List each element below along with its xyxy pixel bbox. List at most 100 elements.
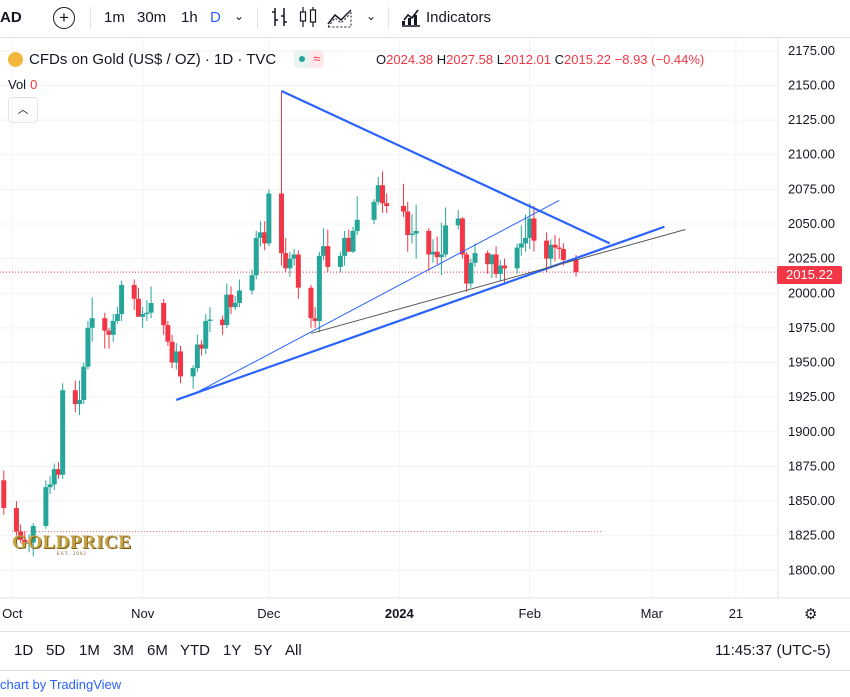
range-6m[interactable]: 6M [147,642,168,659]
candle-body [114,314,120,321]
candle-body [426,230,432,255]
high-key: H [436,52,447,67]
candle [131,279,137,310]
candle-body [321,246,327,256]
bar-chart-style-icon[interactable] [270,6,290,28]
candle-body [131,284,137,299]
interval-1m[interactable]: 1m [104,9,125,26]
time-tick-label: Dec [257,606,281,621]
compare-add-icon[interactable]: + [53,7,75,29]
goldprice-watermark: GOLDPRICE EST. 2002 [12,532,132,557]
range-5y[interactable]: 5Y [254,642,273,659]
price-tick-label: 2075.00 [788,181,835,196]
low-value: 2012.01 [504,52,551,67]
candle-body [459,218,465,255]
candle [47,476,53,495]
reference-lines [0,271,778,533]
candle [18,524,24,543]
change-value: −8.93 (−0.44%) [614,52,705,67]
market-status-pill[interactable]: ≈ [294,50,325,68]
candle [342,230,348,266]
candle [405,201,411,252]
candle-body [102,318,108,331]
candle-body [337,255,343,267]
candle [325,229,331,273]
candle [438,222,444,276]
candle-body [514,247,520,269]
attribution-link[interactable]: chart by TradingView [0,677,122,692]
price-axis: 1800.00 1825.00 1850.00 1875.00 1900.00 1925.… [777,37,850,598]
candle-body [144,312,150,315]
price-tick-label: 2150.00 [788,77,835,92]
candle-body [548,244,554,259]
candle-body [51,469,57,485]
candle [321,228,327,261]
candle [430,239,436,263]
chevron-down-icon[interactable]: ⌄ [234,9,245,23]
candle-body [249,275,255,291]
gear-icon[interactable]: ⚙ [804,606,818,623]
interval-1h[interactable]: 1h [181,9,198,26]
collapse-legend-button[interactable]: ︿ [8,97,38,123]
candle [102,312,108,349]
price-tick-label: 2100.00 [788,147,835,162]
candle-body [544,240,550,259]
candle-chart-style-icon[interactable] [298,6,318,28]
range-1y[interactable]: 1Y [223,642,242,659]
candle-body [119,284,125,315]
range-1d[interactable]: 1D [14,642,34,659]
range-5d[interactable]: 5D [46,642,66,659]
trendline [192,200,560,395]
candle-body [77,399,83,405]
current-price-label: 2015.22 [777,266,842,284]
candle [350,226,356,254]
range-all[interactable]: All [285,642,302,659]
candle [312,307,318,328]
area-chart-style-icon[interactable] [326,6,354,28]
candle-body [438,254,444,258]
candle [203,314,209,355]
candle-body [203,320,209,349]
price-tick-label: 2000.00 [788,285,835,300]
candle [283,237,289,273]
candle-body [262,232,268,244]
chevron-down-icon[interactable]: ⌄ [366,9,377,23]
time-tick-label: 2024 [385,606,415,621]
candle [287,251,293,277]
candle [13,501,19,536]
market-open-icon [294,50,310,68]
indicators-button[interactable]: Indicators [426,9,492,26]
range-ytd[interactable]: YTD [180,642,210,659]
chevron-up-icon: ︿ [17,104,29,116]
symbol-name[interactable]: AD [0,9,22,26]
candle [190,365,196,389]
chart-title[interactable]: CFDs on Gold (US$ / OZ) · 1D · TVC [29,50,277,68]
watermark-name: GOLDPRICE [12,532,132,553]
candle-body [278,193,284,254]
interval-d[interactable]: D [210,9,221,26]
candle-body [325,246,331,267]
candle [207,307,213,333]
toolbar-divider [388,7,389,29]
time-tick-label: Feb [519,606,541,621]
indicators-icon[interactable] [400,6,422,28]
trendlines [175,90,686,401]
price-tick-label: 1950.00 [788,355,835,370]
timezone-clock[interactable]: 11:45:37 (UTC-5) [715,642,831,659]
candle [22,531,28,546]
range-3m[interactable]: 3M [113,642,134,659]
range-1m[interactable]: 1M [79,642,100,659]
candle-body [18,531,24,540]
candle [371,199,377,224]
candle [220,315,226,335]
close-key: C [554,52,565,67]
candle-body [371,201,377,220]
candle-body [455,218,461,226]
candle [119,280,125,321]
interval-30m[interactable]: 30m [137,9,167,26]
candle [55,462,61,479]
candle [228,286,234,315]
candle [262,221,268,251]
candle [278,91,284,266]
